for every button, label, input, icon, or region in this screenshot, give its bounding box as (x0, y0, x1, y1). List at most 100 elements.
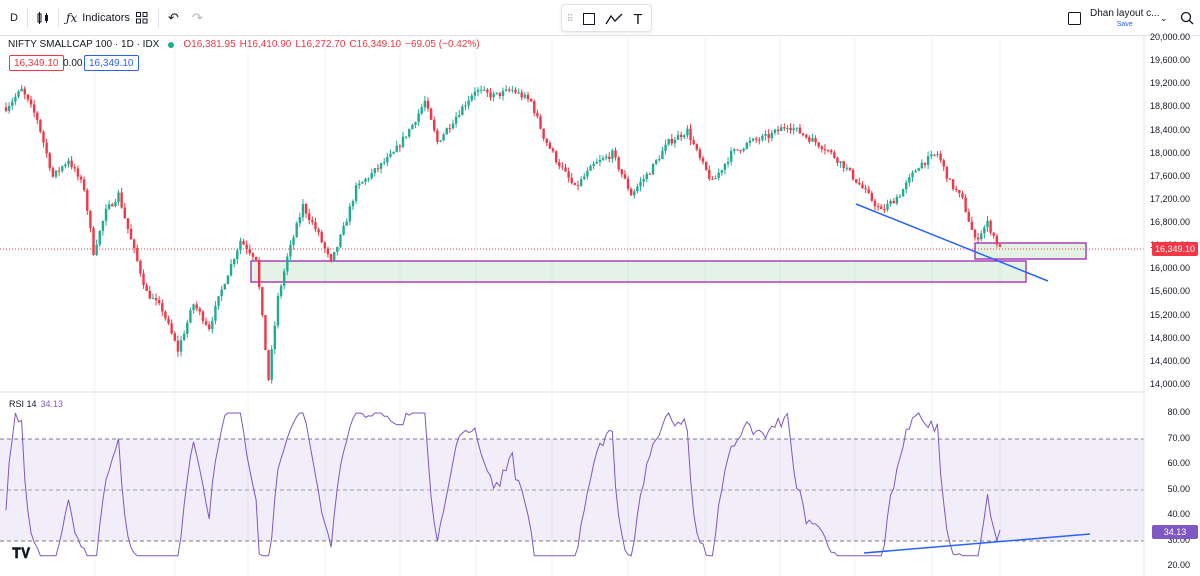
candle-body (708, 169, 711, 179)
candle-body (723, 163, 727, 171)
candle-body (514, 89, 517, 93)
candle-body (429, 108, 433, 120)
candle-body (392, 152, 395, 154)
candle-body (220, 289, 223, 297)
indicators-button[interactable]: ƒx Indicators (66, 0, 130, 36)
chevron-down-icon[interactable]: ⌄ (1160, 12, 1168, 23)
buy-price-box[interactable]: 16,349.10 (84, 55, 139, 71)
candle-body (95, 244, 98, 255)
chart-type-icon[interactable] (36, 0, 50, 36)
candle-body (955, 188, 958, 191)
candle-body (880, 206, 883, 210)
candle-body (348, 206, 352, 222)
symbol-title[interactable]: NIFTY SMALLCAP 100 · 1D · IDX (8, 39, 160, 50)
candle-body (545, 138, 548, 143)
candle-body (398, 145, 402, 147)
candle-body (604, 156, 608, 159)
candle-body (86, 190, 89, 211)
divider (158, 8, 159, 28)
candle-body (4, 107, 8, 111)
candle-body (383, 162, 386, 164)
sell-price-box[interactable]: 16,349.10 (9, 55, 64, 71)
price-axis-label: 15,600.00 (1149, 286, 1190, 297)
candle-body (408, 129, 411, 137)
candle-body (495, 92, 498, 94)
search-icon[interactable] (1180, 0, 1194, 36)
save-label[interactable]: Save (1116, 20, 1133, 28)
candle-body (264, 315, 267, 351)
tradingview-logo[interactable]: 𝐓𝐕 (12, 545, 31, 561)
candle-body (695, 144, 698, 150)
candle-body (795, 127, 799, 129)
candle-body (670, 138, 673, 144)
candle-body (51, 168, 55, 177)
candle-body (936, 153, 939, 155)
candle-body (326, 248, 330, 255)
candle-body (579, 179, 583, 186)
candle-body (420, 107, 423, 114)
rsi-trendline[interactable] (863, 533, 1091, 554)
candle-body (423, 100, 427, 108)
candle-body (686, 128, 689, 136)
candle-body (114, 201, 117, 207)
candle-body (39, 119, 42, 132)
candle-body (192, 304, 195, 311)
rsi-axis-label: 50.00 (1167, 483, 1190, 494)
support-zone[interactable] (250, 260, 1027, 283)
candle-body (779, 127, 783, 131)
candle-body (189, 310, 192, 323)
candle-body (492, 93, 495, 98)
text-tool-icon[interactable]: T (633, 10, 643, 28)
candle-body (589, 165, 592, 171)
candle-body (948, 178, 952, 180)
candle-body (773, 129, 777, 133)
undo-icon[interactable]: ↶ (168, 10, 179, 25)
candle-body (976, 237, 980, 240)
candle-body (798, 127, 802, 134)
templates-icon[interactable] (136, 0, 148, 36)
candle-body (57, 170, 61, 172)
candle-body (176, 340, 180, 352)
candle-body (639, 181, 642, 187)
candle-body (870, 193, 874, 201)
candle-body (533, 101, 536, 113)
candle-body (858, 182, 861, 185)
candle-body (92, 228, 95, 255)
candle-body (567, 171, 570, 178)
candle-body (207, 324, 211, 330)
divider (27, 8, 28, 28)
candle-body (461, 106, 464, 116)
rsi-legend[interactable]: RSI 14 34.13 (9, 399, 63, 409)
candle-body (611, 150, 614, 159)
market-status-icon (168, 41, 175, 48)
candle-body (473, 91, 477, 96)
candle-body (570, 177, 573, 183)
candle-body (926, 156, 930, 165)
candle-body (651, 163, 655, 175)
interval-button[interactable]: D (10, 0, 18, 36)
path-tool-icon[interactable] (604, 9, 624, 29)
candle-body (745, 142, 749, 149)
candle-body (620, 169, 623, 175)
candle-body (998, 244, 1002, 247)
candle-body (351, 201, 355, 207)
rectangle-tool-icon[interactable] (580, 9, 598, 29)
candle-body (592, 163, 595, 166)
layout-icon[interactable] (1068, 0, 1081, 36)
candle-body (298, 217, 302, 224)
candle-body (958, 190, 961, 194)
current-zone[interactable] (974, 242, 1087, 260)
candle-body (523, 94, 527, 98)
candle-body (961, 193, 964, 198)
layout-menu[interactable]: Dhan layout c... Save (1090, 0, 1159, 36)
low-value: L16,272.70 (295, 39, 346, 50)
candle-body (61, 166, 64, 171)
candle-body (504, 89, 508, 91)
drag-handle-icon[interactable]: ⠿ (566, 13, 574, 25)
candle-body (586, 170, 589, 177)
price-trendline[interactable] (855, 203, 1049, 282)
candle-body (683, 135, 686, 138)
redo-icon[interactable]: ↷ (192, 10, 203, 25)
rsi-axis-label: 70.00 (1167, 432, 1190, 443)
